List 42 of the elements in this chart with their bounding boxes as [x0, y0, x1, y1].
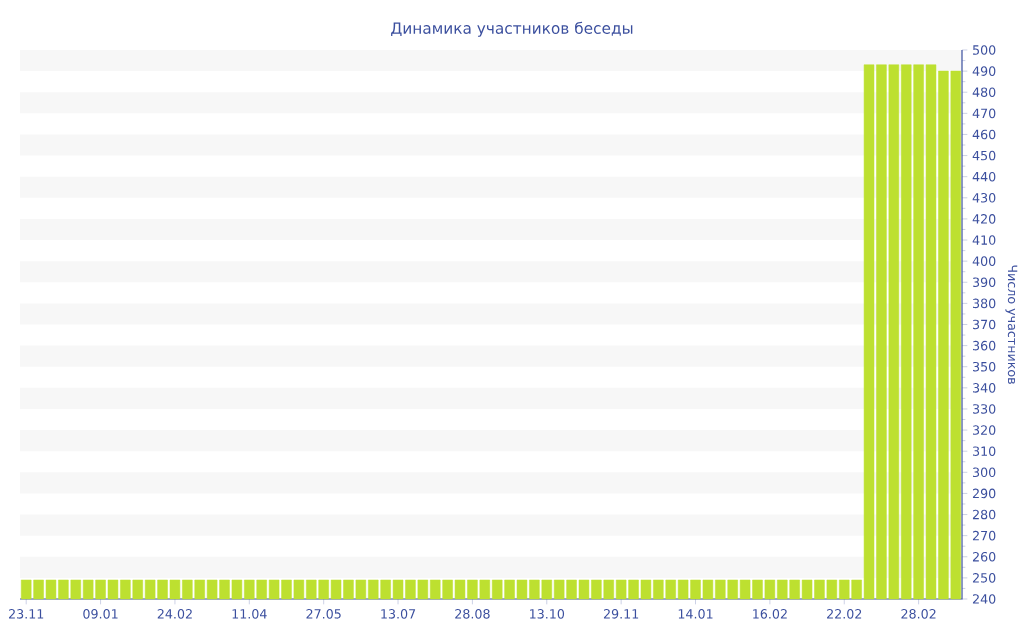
y-tick-label: 480 — [972, 87, 996, 98]
y-tick-label: 330 — [973, 404, 996, 414]
y-tick-label: 440 — [972, 171, 996, 182]
x-tick-label: 24.02 — [157, 609, 192, 619]
y-tick-label: 390 — [973, 277, 996, 288]
y-tick-label: 260 — [972, 551, 996, 562]
y-tick-label: 370 — [973, 319, 996, 330]
y-tick-label: 240 — [972, 594, 996, 604]
y-axis-title: Число участников — [1005, 265, 1018, 384]
y-tick-label: 380 — [973, 298, 996, 309]
x-tick-label: 23.11 — [8, 609, 44, 619]
y-tick-label: 310 — [973, 446, 996, 456]
x-tick-label: 27.05 — [306, 609, 341, 619]
y-tick-label: 470 — [972, 108, 996, 119]
y-tick-label: 410 — [972, 235, 996, 245]
x-tick-label: 16.02 — [753, 609, 787, 619]
x-tick-label: 29.11 — [603, 609, 639, 619]
y-tick-label: 430 — [972, 193, 996, 203]
y-tick-label: 460 — [972, 129, 996, 140]
x-tick-label: 13.10 — [530, 609, 565, 619]
y-tick-label: 320 — [973, 425, 996, 435]
y-tick-label: 300 — [973, 467, 996, 478]
y-tick-label: 400 — [972, 256, 996, 266]
x-tick-label: 11.04 — [232, 609, 267, 619]
y-tick-label: 340 — [973, 383, 996, 393]
x-tick-label: 28.02 — [901, 609, 936, 619]
y-tick-label: 360 — [973, 340, 996, 351]
y-tick-label: 290 — [972, 488, 996, 499]
x-tick-label: 22.02 — [827, 609, 862, 619]
y-tick-label: 500 — [973, 45, 996, 55]
x-tick-label: 09.01 — [83, 609, 118, 619]
y-tick-label: 420 — [972, 214, 996, 224]
y-tick-label: 280 — [972, 509, 996, 520]
y-tick-label: 450 — [972, 150, 996, 161]
y-tick-label: 350 — [973, 361, 996, 372]
x-tick-label: 14.01 — [678, 609, 713, 619]
y-tick-label: 490 — [972, 66, 996, 76]
y-tick-label: 270 — [972, 530, 996, 541]
chart-title: Динамика участников беседы — [391, 21, 633, 37]
x-tick-label: 28.08 — [455, 609, 490, 619]
x-tick-label: 13.07 — [381, 609, 416, 619]
y-tick-label: 250 — [972, 573, 996, 583]
